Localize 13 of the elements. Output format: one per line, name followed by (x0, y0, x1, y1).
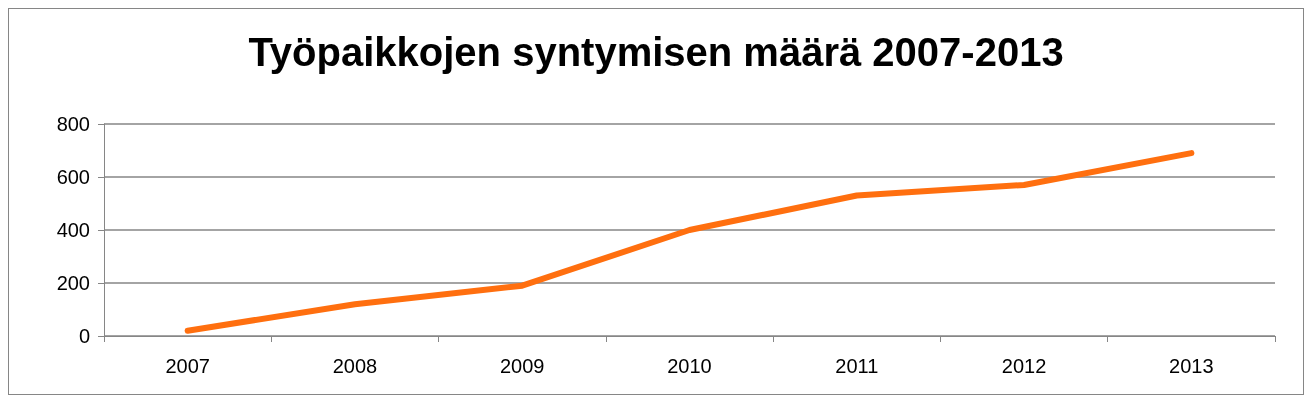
y-tick-label: 400 (56, 219, 90, 241)
x-tick-label: 2007 (165, 355, 210, 377)
chart-title: Työpaikkojen syntymisen määrä 2007-2013 (248, 30, 1064, 74)
x-tick-label: 2010 (667, 355, 712, 377)
x-tick-label: 2011 (835, 355, 879, 377)
y-tick-label: 200 (56, 272, 90, 294)
y-tick-label: 0 (78, 325, 90, 347)
x-tick-label: 2013 (1169, 355, 1214, 377)
x-tick-label: 2009 (499, 355, 545, 377)
y-tick-label: 800 (56, 113, 90, 135)
x-tick-label: 2008 (332, 355, 378, 377)
y-tick-label: 600 (56, 166, 90, 188)
x-tick-label: 2012 (1001, 355, 1047, 377)
